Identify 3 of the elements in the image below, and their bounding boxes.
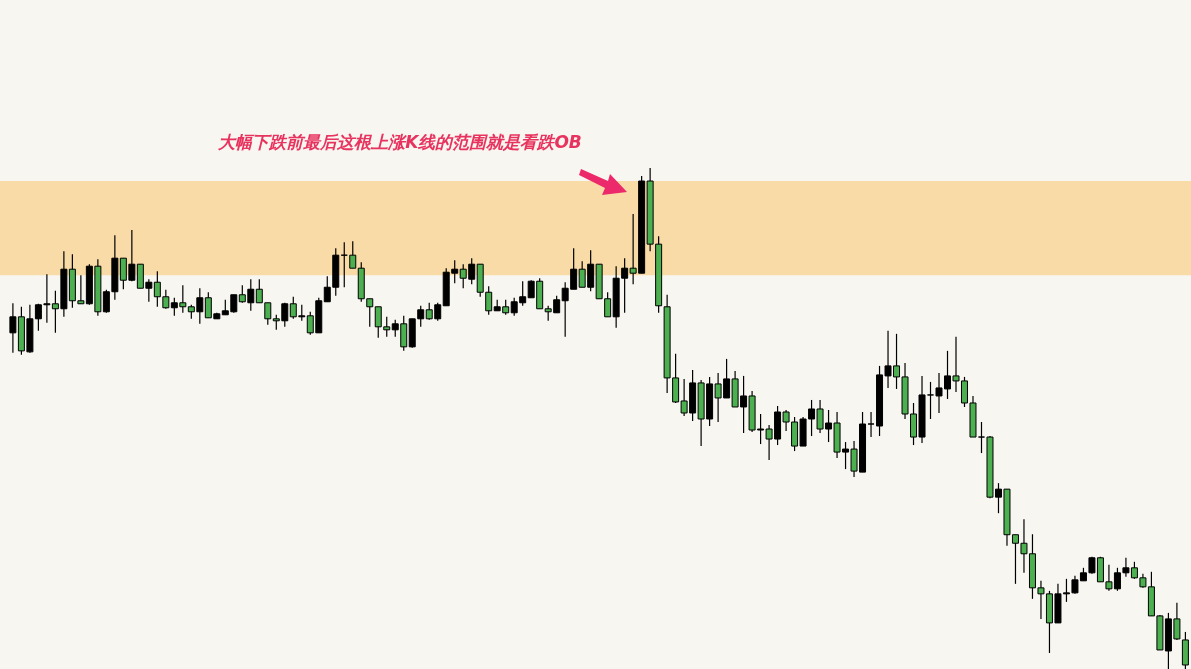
- candlestick: [349, 240, 357, 269]
- text: 大幅下跌前最后这根上涨K线的范围就是看跌OB: [218, 132, 582, 152]
- candlestick: [867, 411, 875, 438]
